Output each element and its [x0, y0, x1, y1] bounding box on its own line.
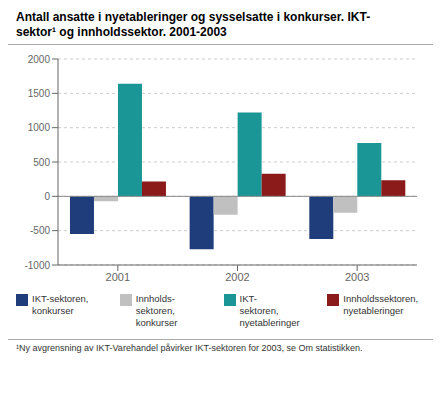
svg-text:2000: 2000 [28, 54, 51, 65]
html-text:Antall ansatte i nyetableringe: Antall ansatte i nyetableringer og sysse… [16, 10, 371, 24]
svg-text:-1000: -1000 [24, 260, 50, 271]
html-text:sektor¹ og innholdssektor. 200: sektor¹ og innholdssektor. 2001-2003 [16, 25, 227, 39]
html-text:Innholds- sektoren, konkurser: Innholds- sektoren, konkurser [135, 293, 178, 328]
svg-text:1000: 1000 [28, 122, 51, 133]
svg-text:-500: -500 [30, 225, 50, 236]
html-text:IKT-sektoren, konkurser: IKT-sektoren, konkurser [32, 293, 89, 316]
svg-text:0: 0 [44, 191, 50, 202]
svg-text:500: 500 [33, 157, 50, 168]
svg-text:1500: 1500 [28, 88, 51, 99]
svg-text:2002: 2002 [225, 271, 249, 283]
svg-text:2001: 2001 [106, 271, 130, 283]
svg-text:2003: 2003 [345, 271, 369, 283]
html-text:Innholdssektoren, nyetablering: Innholdssektoren, nyetableringer [343, 293, 419, 316]
html-text:¹Ny avgrensning av IKT-Varehan: ¹Ny avgrensning av IKT-Varehandel påvirk… [16, 343, 363, 353]
html-text:IKT- sektoren, nyetableringer: IKT- sektoren, nyetableringer [239, 293, 300, 328]
